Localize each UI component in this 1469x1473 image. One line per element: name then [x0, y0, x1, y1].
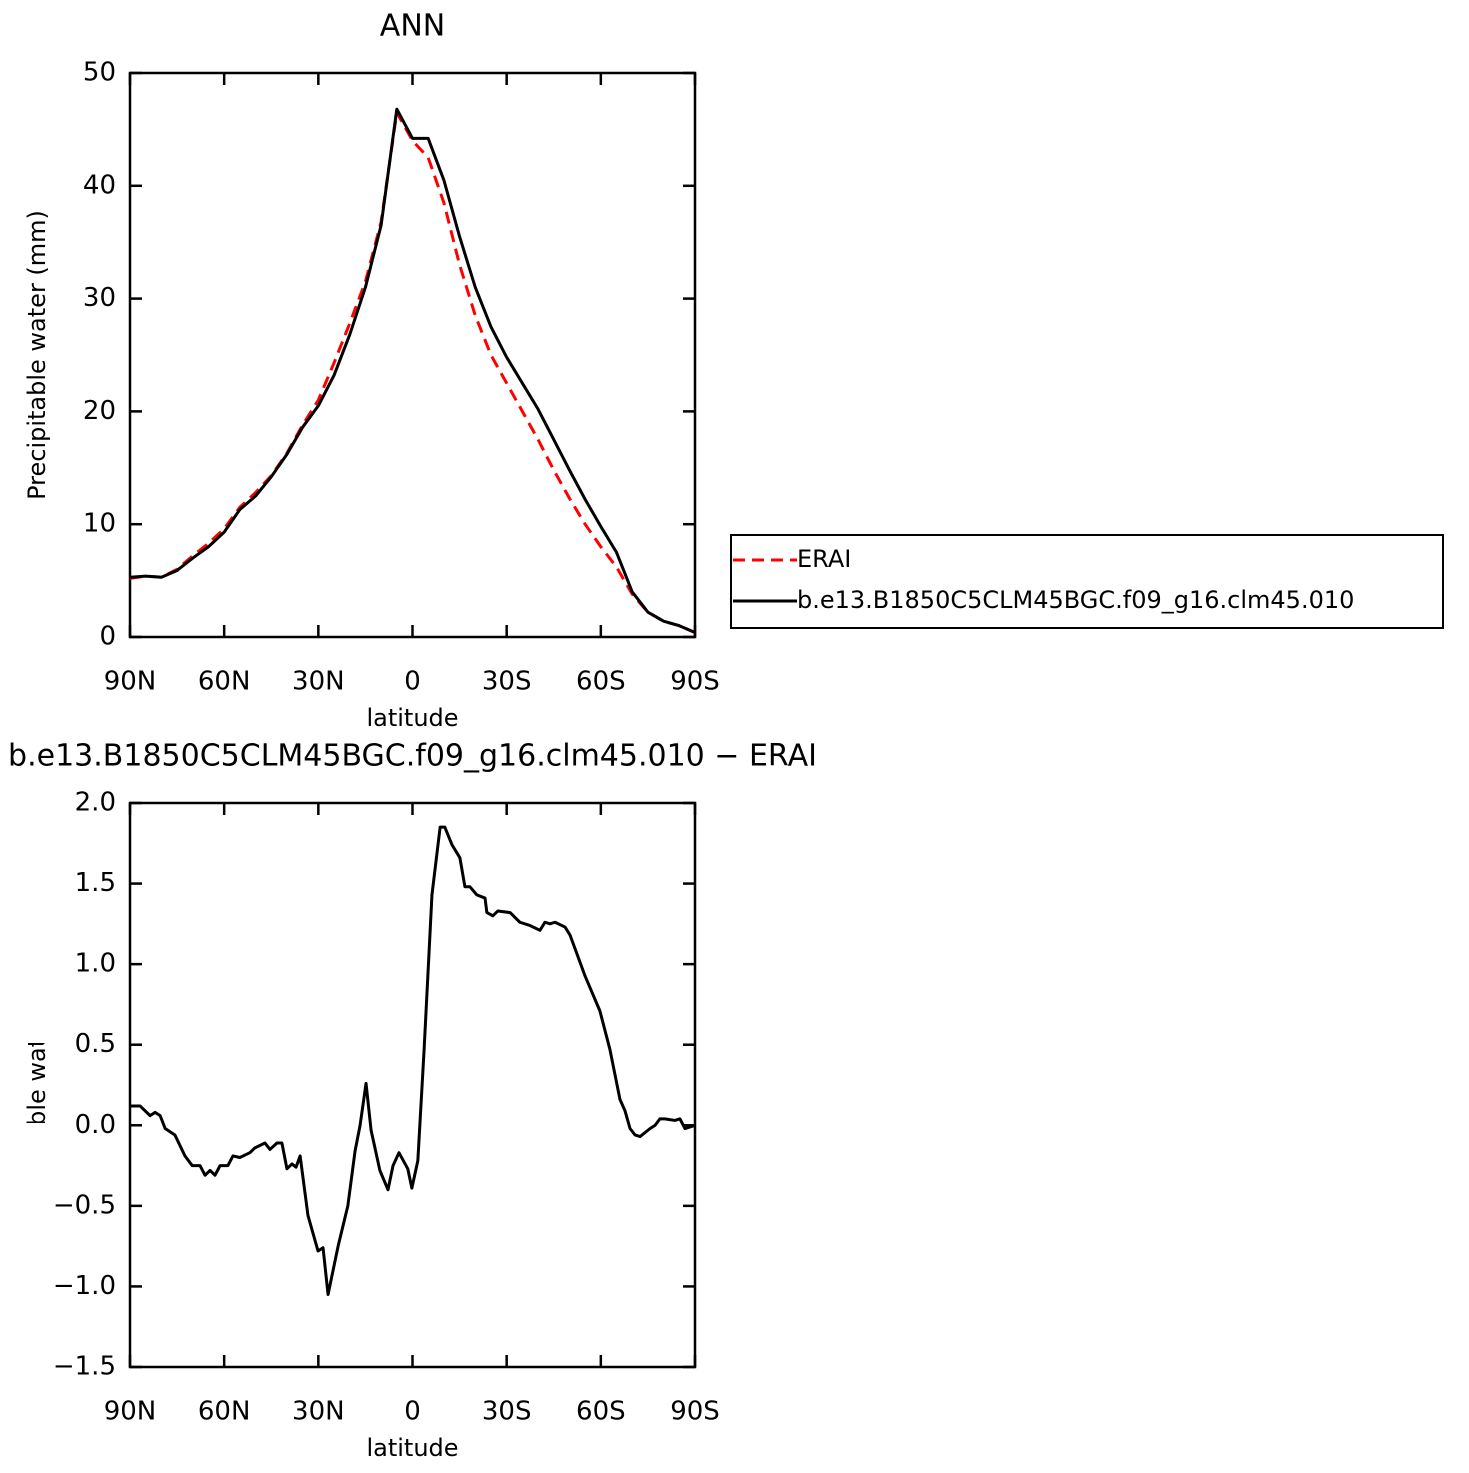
y-tick-label: 1.0	[75, 949, 116, 979]
x-tick-label: 30N	[292, 667, 345, 697]
plot-frame	[128, 801, 697, 1369]
panel: ANN latitude Precipitable water (mm) 90N 60N…	[23, 9, 720, 733]
legend-label: b.e13.B1850C5CLM45BGC.f09_g16.clm45.010	[797, 586, 1354, 614]
y-tick-label: −1.5	[53, 1352, 116, 1382]
x-tick-label: 90N	[104, 1397, 157, 1427]
x-tick-label: 60N	[198, 1397, 251, 1427]
x-tick-label: 90S	[670, 1397, 720, 1427]
x-tick-label: 90N	[104, 667, 157, 697]
y-tick-label: 2.0	[75, 788, 116, 818]
y-axis-label: Precipitable water (mm)	[23, 210, 51, 500]
y-tick-label: 0.5	[75, 1029, 116, 1059]
x-tick-label: 30S	[482, 1397, 532, 1427]
legend-label: ERAI	[797, 545, 851, 573]
y-tick-label: 40	[83, 170, 116, 200]
y-tick-label: −1.0	[53, 1271, 116, 1301]
data-line	[129, 110, 696, 634]
x-tick-label: 60S	[576, 1397, 626, 1427]
y-tick-label: 0	[99, 622, 116, 652]
x-tick-label: 30S	[482, 667, 532, 697]
panel: b.e13.B1850C5CLM45BGC.f09_g16.clm45.010 …	[8, 739, 817, 1463]
legend: ERAI b.e13.B1850C5CLM45BGC.f09_g16.clm45.…	[730, 534, 1444, 629]
data-line	[130, 825, 696, 1296]
y-tick-label: 20	[83, 396, 116, 426]
x-tick-label: 90S	[670, 667, 720, 697]
chart-title: b.e13.B1850C5CLM45BGC.f09_g16.clm45.010 …	[8, 739, 817, 774]
legend-box	[730, 534, 1444, 629]
x-tick-label: 60N	[198, 667, 251, 697]
x-axis-label: latitude	[366, 1434, 458, 1462]
y-tick-label: −0.5	[53, 1190, 116, 1220]
y-tick-label: 0.0	[75, 1110, 116, 1140]
x-tick-label: 0	[404, 667, 421, 697]
data-line	[129, 107, 696, 634]
x-tick-label: 30N	[292, 1397, 345, 1427]
y-tick-label: 50	[83, 58, 116, 88]
plot-frame	[128, 71, 697, 639]
y-tick-label: 1.5	[75, 868, 116, 898]
y-axis-label: Precipitable water (mm)	[23, 940, 51, 1230]
y-tick-label: 10	[83, 509, 116, 539]
chart-title: ANN	[380, 9, 445, 44]
x-tick-label: 0	[404, 1397, 421, 1427]
y-tick-label: 30	[83, 283, 116, 313]
x-axis-label: latitude	[366, 704, 458, 732]
x-tick-label: 60S	[576, 667, 626, 697]
